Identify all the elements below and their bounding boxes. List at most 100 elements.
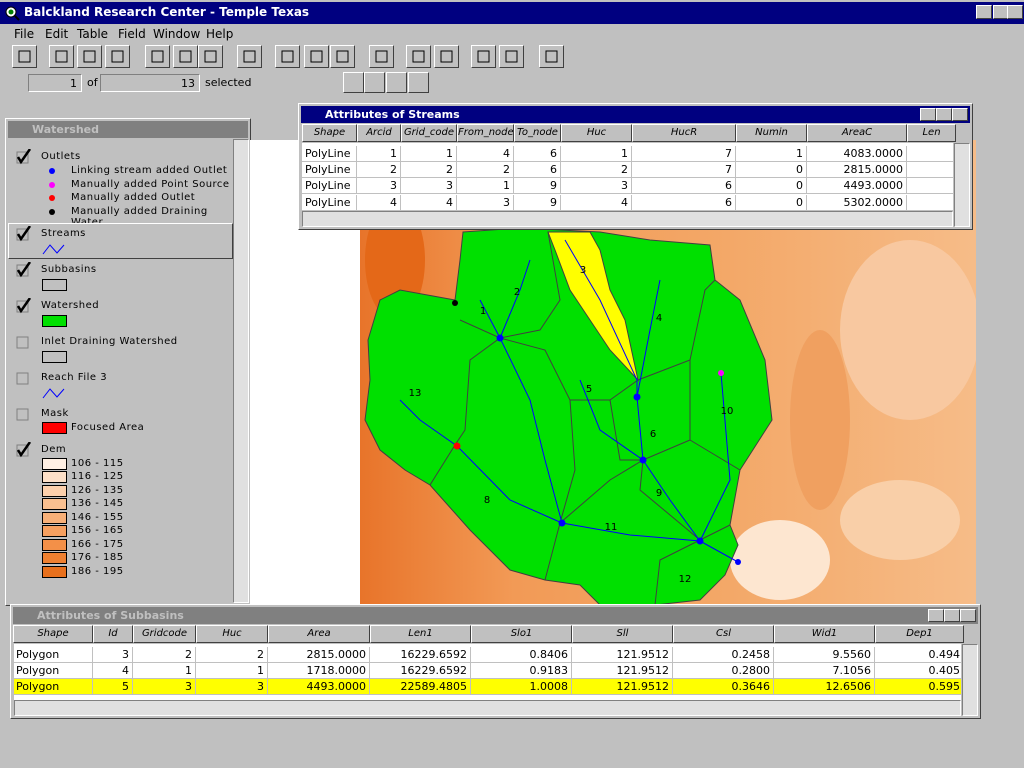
layer-checkbox[interactable] — [16, 225, 32, 242]
check-mark — [16, 225, 32, 241]
layer-name[interactable]: Reach File 3 — [41, 371, 108, 383]
column-header[interactable]: Area — [268, 625, 370, 643]
tool-button[interactable] — [343, 72, 364, 93]
horizontal-scrollbar[interactable] — [302, 211, 953, 227]
toolbar-button[interactable] — [275, 45, 300, 68]
toolbar-button[interactable] — [12, 45, 37, 68]
table-cell: 2 — [357, 162, 401, 179]
layer-name[interactable]: Mask — [41, 407, 69, 419]
legend-symbol — [42, 278, 67, 291]
legend-symbol — [49, 195, 55, 201]
layer-checkbox[interactable] — [16, 441, 32, 458]
column-header[interactable]: Arcid — [357, 124, 401, 142]
column-header[interactable]: Grid_code — [401, 124, 457, 142]
window-button[interactable] — [944, 609, 960, 622]
window-button[interactable] — [952, 108, 968, 121]
toolbar-button[interactable] — [145, 45, 170, 68]
table-cell: 2 — [561, 162, 632, 179]
outlet-points — [452, 300, 741, 565]
column-header[interactable]: Id — [93, 625, 133, 643]
layer-name[interactable]: Watershed — [41, 299, 100, 311]
layer-name[interactable]: Inlet Draining Watershed — [41, 335, 178, 347]
column-header[interactable]: HucR — [632, 124, 736, 142]
menu-item[interactable]: Help — [206, 27, 234, 41]
table-cell: Polygon — [14, 663, 93, 680]
record-field: 1 — [28, 74, 82, 92]
checkbox-box — [16, 444, 29, 456]
column-header[interactable]: Len1 — [370, 625, 471, 643]
column-header[interactable]: Csl — [673, 625, 774, 643]
toolbar-button[interactable] — [198, 45, 223, 68]
column-header[interactable]: Dep1 — [875, 625, 964, 643]
column-header[interactable]: Huc — [561, 124, 632, 142]
column-header[interactable]: Gridcode — [133, 625, 196, 643]
column-header[interactable]: Sll — [572, 625, 673, 643]
table-cell: 7 — [632, 162, 736, 179]
layer-name[interactable]: Subbasins — [41, 263, 97, 275]
column-header[interactable]: Len — [907, 124, 956, 142]
column-header[interactable]: AreaC — [807, 124, 907, 142]
close-button[interactable] — [1007, 5, 1023, 19]
layer-checkbox[interactable] — [16, 370, 32, 386]
menu-item[interactable]: Field — [118, 27, 146, 41]
legend-symbol — [42, 565, 67, 578]
legend-item-label: 186 - 195 — [71, 565, 124, 577]
layer-checkbox[interactable] — [16, 261, 32, 278]
toolbar-button[interactable] — [49, 45, 74, 68]
column-header[interactable]: From_node — [457, 124, 514, 142]
toolbar-icon — [179, 50, 192, 63]
table-cell: 4 — [561, 194, 632, 211]
tool-button[interactable] — [364, 72, 385, 93]
vertical-scrollbar[interactable] — [233, 139, 249, 603]
toolbar-button[interactable] — [237, 45, 262, 68]
layer-checkbox[interactable] — [16, 297, 32, 314]
window-button[interactable] — [920, 108, 936, 121]
toolbar-icon — [281, 50, 294, 63]
window-button[interactable] — [936, 108, 952, 121]
layer-name[interactable]: Streams — [41, 227, 86, 239]
toolbar-button[interactable] — [471, 45, 496, 68]
menu-item[interactable]: Edit — [45, 27, 69, 41]
legend-item-label: 176 - 185 — [71, 552, 124, 563]
column-header[interactable]: Shape — [13, 625, 93, 643]
window-title: Balckland Research Center - Temple Texas — [24, 5, 310, 19]
layer-name[interactable]: Dem — [41, 443, 67, 455]
column-header[interactable]: Wid1 — [774, 625, 875, 643]
point-symbol — [49, 168, 55, 174]
window-button[interactable] — [960, 609, 976, 622]
layer-checkbox[interactable] — [16, 149, 32, 165]
tool-button[interactable] — [386, 72, 407, 93]
column-header[interactable]: Huc — [196, 625, 268, 643]
toolbar-button[interactable] — [105, 45, 130, 68]
toolbar-button[interactable] — [434, 45, 459, 68]
table-title-bar: Attributes of Streams — [301, 106, 970, 123]
menu-item[interactable]: Window — [153, 27, 201, 41]
toolbar-button[interactable] — [406, 45, 431, 68]
column-header[interactable]: To_node — [514, 124, 561, 142]
layer-checkbox[interactable] — [16, 334, 32, 350]
minimize-button[interactable] — [976, 5, 992, 19]
vertical-scrollbar[interactable] — [954, 143, 970, 227]
window-button[interactable] — [928, 609, 944, 622]
toolbar-button[interactable] — [539, 45, 564, 68]
vertical-scrollbar[interactable] — [962, 644, 978, 716]
column-header[interactable]: Numin — [736, 124, 807, 142]
toolbar-button[interactable] — [173, 45, 198, 68]
menu-item[interactable]: Table — [77, 27, 109, 41]
toolbar-button[interactable] — [369, 45, 394, 68]
table-cell: 3 — [196, 679, 268, 696]
column-header[interactable]: Shape — [302, 124, 357, 142]
legend-symbol — [49, 168, 55, 174]
column-header[interactable]: Slo1 — [471, 625, 572, 643]
toolbar-button[interactable] — [304, 45, 329, 68]
menu-item[interactable]: File — [14, 27, 35, 41]
layer-checkbox[interactable] — [16, 406, 32, 422]
toolbar-button[interactable] — [499, 45, 524, 68]
horizontal-scrollbar[interactable] — [14, 700, 961, 716]
layer-name[interactable]: Outlets — [41, 151, 81, 162]
check-mark — [16, 149, 32, 165]
dem-patch — [790, 330, 850, 510]
tool-button[interactable] — [408, 72, 429, 93]
toolbar-button[interactable] — [330, 45, 355, 68]
toolbar-button[interactable] — [77, 45, 102, 68]
